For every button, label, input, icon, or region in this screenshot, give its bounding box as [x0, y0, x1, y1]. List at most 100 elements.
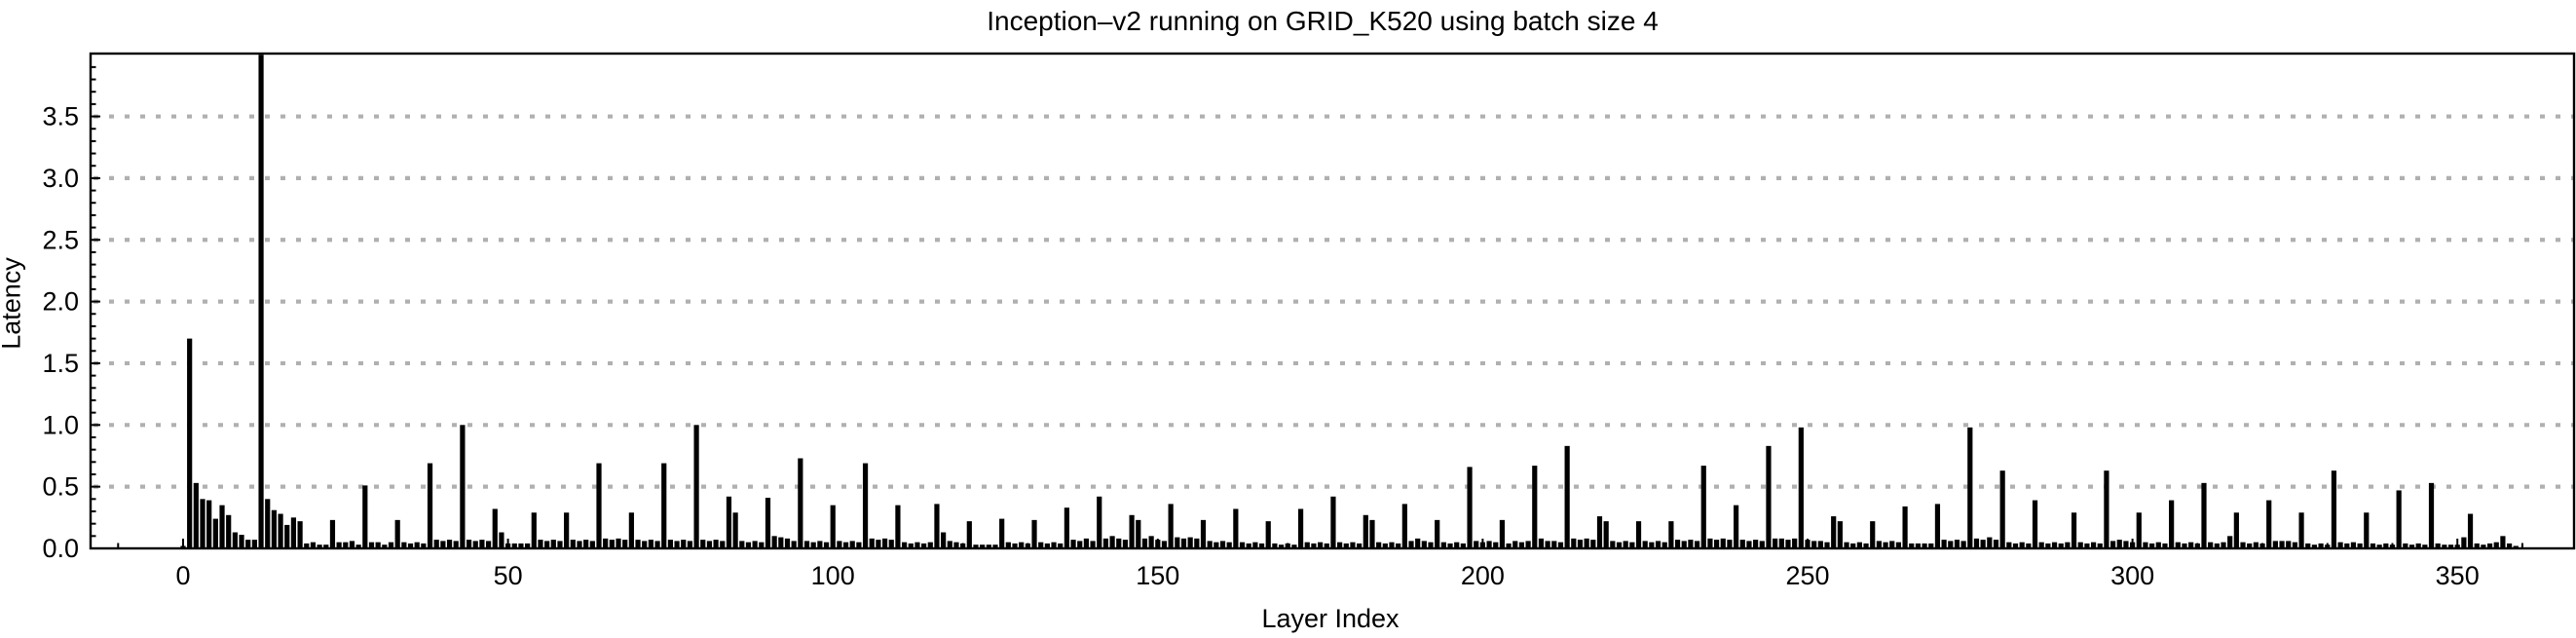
- bar: [1460, 543, 1466, 548]
- bar: [765, 498, 771, 548]
- bar: [368, 542, 375, 548]
- bar: [1396, 543, 1401, 548]
- bar: [2143, 542, 2148, 548]
- bar: [2481, 544, 2486, 548]
- bar: [1246, 543, 1251, 548]
- bar: [1700, 466, 1706, 548]
- bar: [394, 519, 400, 548]
- bar: [1759, 541, 1765, 548]
- bar: [2403, 543, 2408, 548]
- bar: [1727, 540, 1733, 548]
- bar: [842, 542, 849, 548]
- bar: [1720, 538, 1726, 548]
- bar: [1642, 541, 1648, 548]
- bar: [544, 541, 550, 548]
- bar: [2318, 543, 2324, 548]
- bar: [1596, 516, 1603, 548]
- bar: [986, 544, 991, 548]
- bar: [1044, 543, 1050, 548]
- bar: [2240, 542, 2246, 548]
- bar: [265, 499, 271, 548]
- y-tick-label: 0.0: [42, 534, 79, 563]
- bar: [2474, 543, 2480, 548]
- bar: [1252, 542, 1258, 548]
- bar: [1207, 541, 1213, 548]
- bar: [2149, 543, 2155, 548]
- bar: [355, 544, 361, 548]
- bar: [2090, 542, 2097, 548]
- bar: [888, 540, 894, 548]
- bar: [1525, 541, 1531, 548]
- bar: [1324, 543, 1329, 548]
- bar: [2357, 543, 2363, 548]
- bar: [1064, 507, 1069, 548]
- bar: [583, 540, 589, 548]
- bar: [2227, 536, 2233, 548]
- bar: [1467, 467, 1473, 548]
- bar: [1954, 540, 1960, 548]
- bar: [1746, 541, 1752, 548]
- x-tick-label: 300: [2110, 561, 2154, 590]
- bar: [193, 482, 199, 548]
- bar: [1389, 542, 1395, 548]
- bar: [239, 535, 244, 548]
- bar: [472, 541, 478, 548]
- bar: [726, 496, 732, 548]
- bar: [1792, 538, 1798, 548]
- bar: [511, 543, 517, 548]
- bar: [2038, 542, 2044, 548]
- bar: [2305, 543, 2311, 548]
- bar: [1239, 542, 1246, 548]
- y-tick-label: 2.0: [42, 287, 79, 317]
- bar: [2051, 542, 2058, 548]
- bar: [1440, 542, 1446, 548]
- bar: [1915, 543, 1922, 548]
- bar: [1922, 543, 1927, 548]
- bar: [485, 541, 492, 548]
- bar: [421, 543, 427, 548]
- bar: [1902, 506, 1908, 548]
- bar: [927, 542, 933, 548]
- bar: [466, 540, 472, 548]
- bar: [1590, 540, 1596, 548]
- bar: [1863, 543, 1869, 548]
- bar: [564, 512, 570, 548]
- bar: [2116, 540, 2122, 548]
- bar: [2422, 544, 2428, 548]
- bar: [992, 544, 998, 548]
- bar: [499, 532, 504, 548]
- bar: [1856, 542, 1862, 548]
- bar: [557, 541, 563, 548]
- bar: [1226, 542, 1232, 548]
- bar: [667, 540, 673, 548]
- bar: [212, 518, 218, 548]
- bar: [1773, 538, 1778, 548]
- bar: [1161, 541, 1168, 548]
- bar: [1318, 542, 1324, 548]
- bar: [1265, 521, 1271, 548]
- bar: [849, 541, 855, 548]
- bar: [1785, 540, 1791, 548]
- bar: [2493, 542, 2499, 548]
- bar: [1421, 541, 1427, 548]
- bar: [732, 512, 738, 548]
- x-tick-label: 50: [494, 561, 523, 590]
- chart-title: Inception–v2 running on GRID_K520 using …: [987, 6, 1659, 36]
- bar: [1447, 543, 1453, 548]
- bar: [1766, 445, 1772, 548]
- bar: [823, 542, 830, 548]
- bar: [2214, 543, 2220, 548]
- bar: [1272, 543, 1278, 548]
- bar: [1532, 466, 1538, 548]
- bar: [1844, 542, 1849, 548]
- bar: [226, 514, 232, 548]
- bar: [745, 542, 752, 548]
- bar: [589, 541, 595, 548]
- bar: [453, 541, 459, 548]
- bar: [1967, 427, 1973, 548]
- bar: [2097, 543, 2103, 548]
- bar: [323, 544, 329, 548]
- bar: [1005, 542, 1011, 548]
- bar: [713, 540, 719, 548]
